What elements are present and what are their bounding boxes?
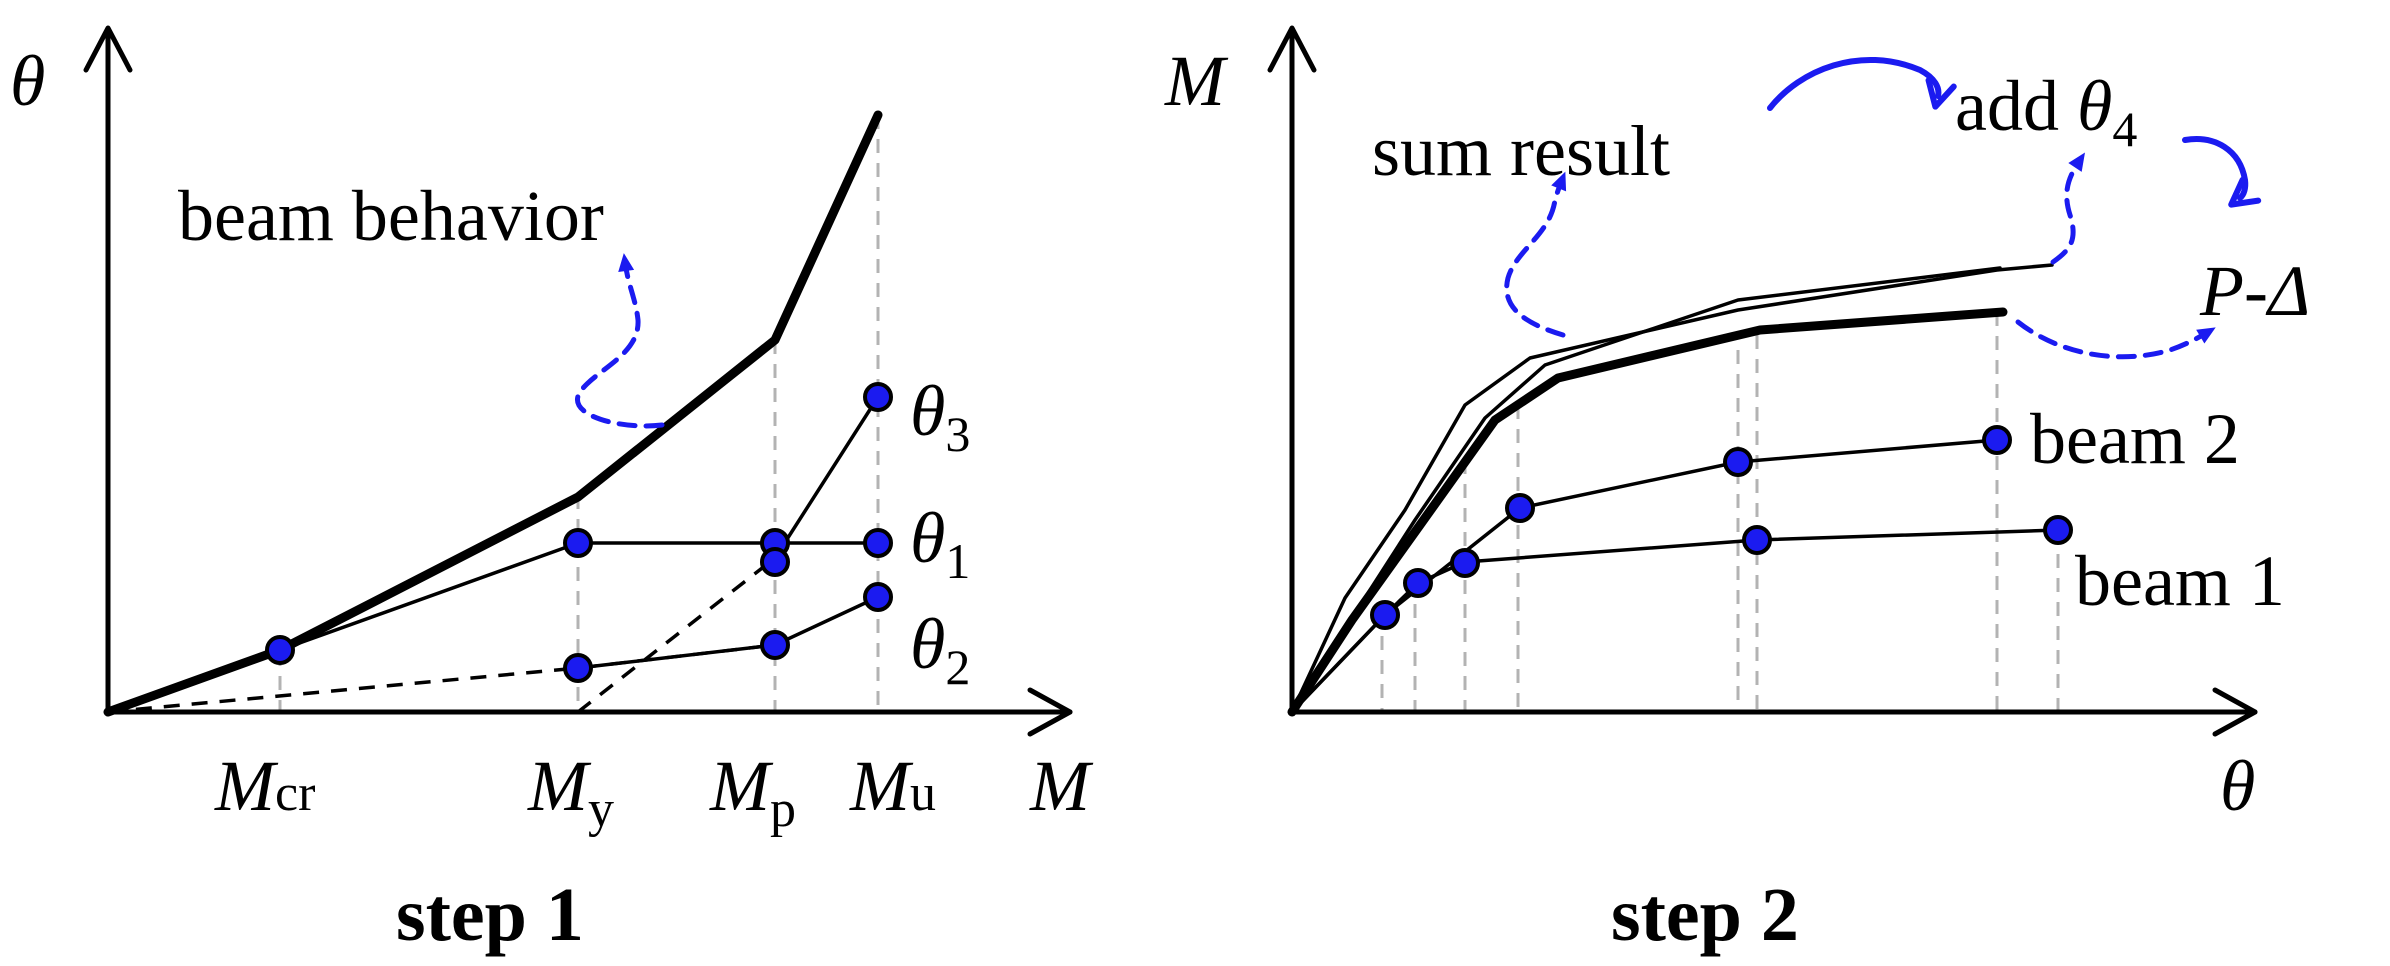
step1-y-axis-label: θ: [10, 41, 45, 121]
step1-tick-mcr: Mcr: [214, 746, 315, 826]
step2-sum-label: sum result: [1372, 111, 1670, 191]
step2-label-beam1: beam 1: [2075, 541, 2285, 621]
step2-beam2-curve: [1290, 438, 1999, 714]
marker: [863, 528, 893, 558]
marker: [863, 382, 893, 412]
step1-annotation-label: beam behavior: [178, 176, 604, 256]
step1-caption: step 1: [396, 873, 584, 957]
step2-sum-arrow: [1504, 171, 1567, 338]
step2-markers: [1370, 425, 2073, 630]
marker: [563, 528, 593, 558]
marker: [1403, 568, 1433, 598]
step2-panel: M θ sum result add θ4 P-Δ beam 2 beam 1 s…: [1164, 25, 2310, 957]
marker: [760, 547, 790, 577]
step2-pdelta-curve: [1287, 307, 2008, 717]
marker: [1742, 525, 1772, 555]
step2-sum-curve-outer: [1290, 263, 2054, 714]
marker: [1450, 548, 1480, 578]
step1-theta2-curve: [576, 595, 880, 670]
marker: [2043, 515, 2073, 545]
step1-annotation-arrow: [575, 253, 665, 429]
step1-tick-mp: Mp: [709, 746, 796, 838]
step1-tick-mu: Mu: [849, 746, 936, 826]
marker: [1982, 425, 2012, 455]
step2-label-beam2: beam 2: [2030, 399, 2240, 479]
step1-panel: θ M beam behavior Mcr My Mp Mu θ3 θ1 θ2 …: [10, 25, 1094, 957]
step1-x-axis-label: M: [1029, 746, 1094, 826]
step2-theta4-arrow: [2050, 152, 2085, 265]
marker: [563, 653, 593, 683]
marker: [1505, 493, 1535, 523]
step1-theta3-curve: [773, 395, 880, 560]
step2-x-axis-label: θ: [2220, 746, 2255, 826]
step2-y-axis-label: M: [1164, 41, 1229, 121]
step1-tick-my: My: [527, 746, 614, 838]
marker: [1370, 600, 1400, 630]
marker: [265, 635, 295, 665]
step1-label-theta3: θ3: [910, 371, 970, 462]
step2-axes: [1267, 25, 2258, 737]
step2-sum-curve-inner: [1290, 266, 2002, 714]
step1-axes: [83, 25, 1073, 737]
step1-label-theta2: θ2: [910, 604, 970, 695]
marker: [1723, 447, 1753, 477]
step2-add-arrow: [1767, 56, 1957, 111]
step1-dashed-line-3: [576, 556, 777, 714]
marker: [863, 582, 893, 612]
step2-pdelta-label: P-Δ: [2199, 251, 2310, 331]
step1-label-theta1: θ1: [910, 498, 970, 589]
step2-caption: step 2: [1611, 873, 1799, 957]
step2-add-label: add θ4: [1955, 66, 2137, 157]
step2-guides: [1380, 312, 2060, 712]
marker: [760, 630, 790, 660]
step2-beam1-curve: [1290, 528, 2060, 714]
step2-pdelta-dashed-arrow: [2015, 319, 2216, 360]
step1-markers: [265, 382, 893, 683]
step2-pdelta-arrow: [2182, 136, 2262, 208]
